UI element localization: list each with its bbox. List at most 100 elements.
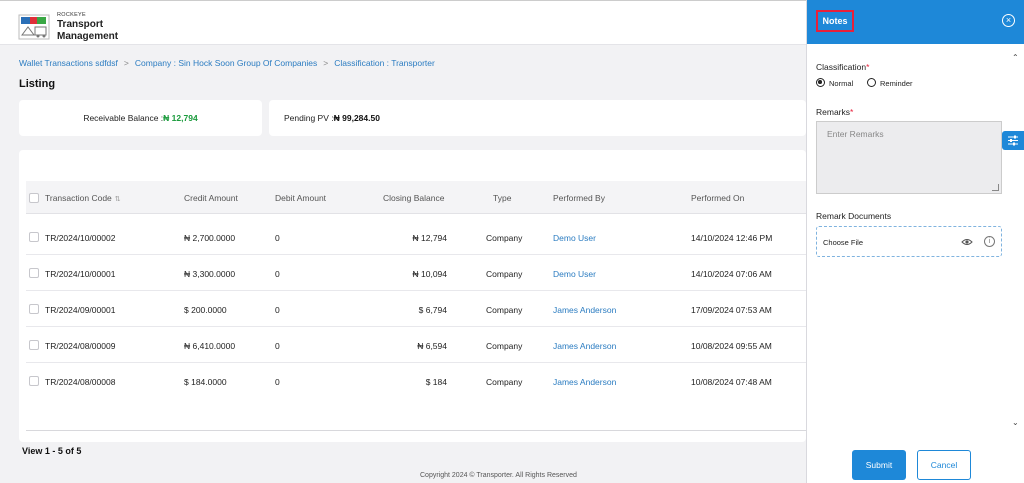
cell-transaction-code: TR/2024/08/00008 [45,377,116,387]
transactions-table-panel: Transaction Code ⇅ Credit Amount Debit Am… [19,150,806,442]
file-upload-dropzone[interactable]: Choose File i [816,226,1002,257]
cell-debit-amount: 0 [275,377,280,387]
cell-debit-amount: 0 [275,233,280,243]
cell-transaction-code: TR/2024/10/00001 [45,269,116,279]
required-mark: * [866,62,870,72]
resize-handle-icon[interactable] [992,184,999,191]
brand-title-line1: Transport [57,19,104,30]
radio-normal-label[interactable]: Normal [829,79,854,88]
table-header: Transaction Code ⇅ Credit Amount Debit Am… [26,181,806,214]
filter-settings-icon[interactable] [1002,131,1024,150]
cell-credit-amount: $ 200.0000 [184,305,227,315]
row-checkbox[interactable] [29,232,39,242]
remark-documents-label: Remark Documents [816,211,892,221]
table-row[interactable]: TR/2024/08/00009 ₦ 6,410.0000 0 ₦ 6,594 … [26,327,806,363]
breadcrumb-separator: > [323,58,329,68]
info-icon[interactable]: i [984,236,995,247]
cell-performed-on: 14/10/2024 07:06 AM [691,269,772,279]
copyright-footer: Copyright 2024 © Transporter. All Rights… [420,472,577,479]
column-header-credit-amount: Credit Amount [184,193,238,203]
table-row[interactable]: TR/2024/09/00001 $ 200.0000 0 $ 6,794 Co… [26,291,806,327]
table-row[interactable]: TR/2024/10/00002 ₦ 2,700.0000 0 ₦ 12,794… [26,219,806,255]
table-bottom-divider [26,430,806,431]
remarks-placeholder: Enter Remarks [827,129,884,139]
brand-logo-icon [18,9,50,41]
scroll-up-icon[interactable]: ⌃ [1012,53,1019,62]
cell-type: Company [486,305,523,315]
column-header-closing-balance: Closing Balance [383,193,445,203]
required-mark: * [850,107,854,117]
breadcrumb-item-wallet[interactable]: Wallet Transactions sdfdsf [19,58,118,68]
cell-debit-amount: 0 [275,305,280,315]
cell-type: Company [486,269,523,279]
radio-normal[interactable] [816,78,825,87]
table-row[interactable]: TR/2024/08/00008 $ 184.0000 0 $ 184 Comp… [26,363,806,399]
cell-closing-balance: ₦ 10,094 [412,269,448,279]
row-checkbox[interactable] [29,268,39,278]
cell-credit-amount: $ 184.0000 [184,377,227,387]
cell-transaction-code: TR/2024/10/00002 [45,233,116,243]
scroll-down-icon[interactable]: ⌄ [1012,418,1019,427]
breadcrumb-separator: > [123,58,129,68]
row-checkbox[interactable] [29,304,39,314]
cell-transaction-code: TR/2024/09/00001 [45,305,116,315]
brand-small-text: ROCKEYE [57,12,86,18]
table-row[interactable]: TR/2024/10/00001 ₦ 3,300.0000 0 ₦ 10,094… [26,255,806,291]
receivable-balance-value: ₦ 12,794 [163,113,198,123]
cell-credit-amount: ₦ 3,300.0000 [184,269,236,279]
cell-closing-balance: $ 184 [425,377,447,387]
row-checkbox[interactable] [29,376,39,386]
radio-reminder[interactable] [867,78,876,87]
cell-type: Company [486,341,523,351]
breadcrumb: Wallet Transactions sdfdsf > Company : Sin… [19,58,435,68]
cell-type: Company [486,233,523,243]
remarks-label: Remarks* [816,107,854,117]
cell-closing-balance: ₦ 12,794 [412,233,448,243]
sort-icon[interactable]: ⇅ [114,196,121,203]
notes-drawer: Notes × ⌃ Classification* Normal Reminde… [806,0,1024,483]
row-checkbox[interactable] [29,340,39,350]
cell-credit-amount: ₦ 2,700.0000 [184,233,236,243]
cell-type: Company [486,377,523,387]
cell-performed-by[interactable]: James Anderson [553,377,617,387]
cell-performed-by[interactable]: Demo User [553,233,596,243]
brand-title-line2: Management [57,31,119,42]
choose-file-label[interactable]: Choose File [823,238,864,247]
page-title: Listing [19,78,56,90]
cell-performed-by[interactable]: Demo User [553,269,596,279]
receivable-balance-label: Receivable Balance : [83,113,164,123]
cell-performed-on: 17/09/2024 07:53 AM [691,305,772,315]
cell-credit-amount: ₦ 6,410.0000 [184,341,236,351]
breadcrumb-item-classification[interactable]: Classification : Transporter [334,58,435,68]
cell-closing-balance: $ 6,794 [418,305,447,315]
classification-label: Classification* [816,62,870,72]
cell-transaction-code: TR/2024/08/00009 [45,341,116,351]
radio-reminder-label[interactable]: Reminder [880,79,913,88]
drawer-title: Notes [816,10,854,32]
column-header-type: Type [493,193,512,203]
cell-debit-amount: 0 [275,269,280,279]
breadcrumb-item-company[interactable]: Company : Sin Hock Soon Group Of Compani… [134,58,318,68]
cell-closing-balance: ₦ 6,594 [417,341,447,351]
select-all-checkbox[interactable] [29,193,39,203]
cancel-button[interactable]: Cancel [917,450,971,480]
cell-performed-by[interactable]: James Anderson [553,305,617,315]
pagination-info: View 1 - 5 of 5 [22,446,82,456]
cell-performed-on: 10/08/2024 07:48 AM [691,377,772,387]
pending-pv-label: Pending PV : [284,113,334,123]
cell-performed-by[interactable]: James Anderson [553,341,617,351]
remarks-textarea[interactable]: Enter Remarks [816,121,1002,194]
pending-pv-card: Pending PV : ₦ 99,284.50 [269,100,806,136]
cell-performed-on: 10/08/2024 09:55 AM [691,341,772,351]
column-header-transaction-code[interactable]: Transaction Code ⇅ [45,193,121,203]
submit-button[interactable]: Submit [852,450,906,480]
cell-performed-on: 14/10/2024 12:46 PM [691,233,773,243]
pending-pv-value: ₦ 99,284.50 [333,113,380,123]
eye-icon[interactable] [961,238,973,246]
close-icon[interactable]: × [1002,14,1015,27]
drawer-header: Notes × [807,0,1024,44]
column-header-debit-amount: Debit Amount [275,193,327,203]
top-header: ROCKEYE Transport Management [0,0,806,45]
column-header-performed-by: Performed By [553,193,605,203]
column-header-performed-on: Performed On [691,193,745,203]
